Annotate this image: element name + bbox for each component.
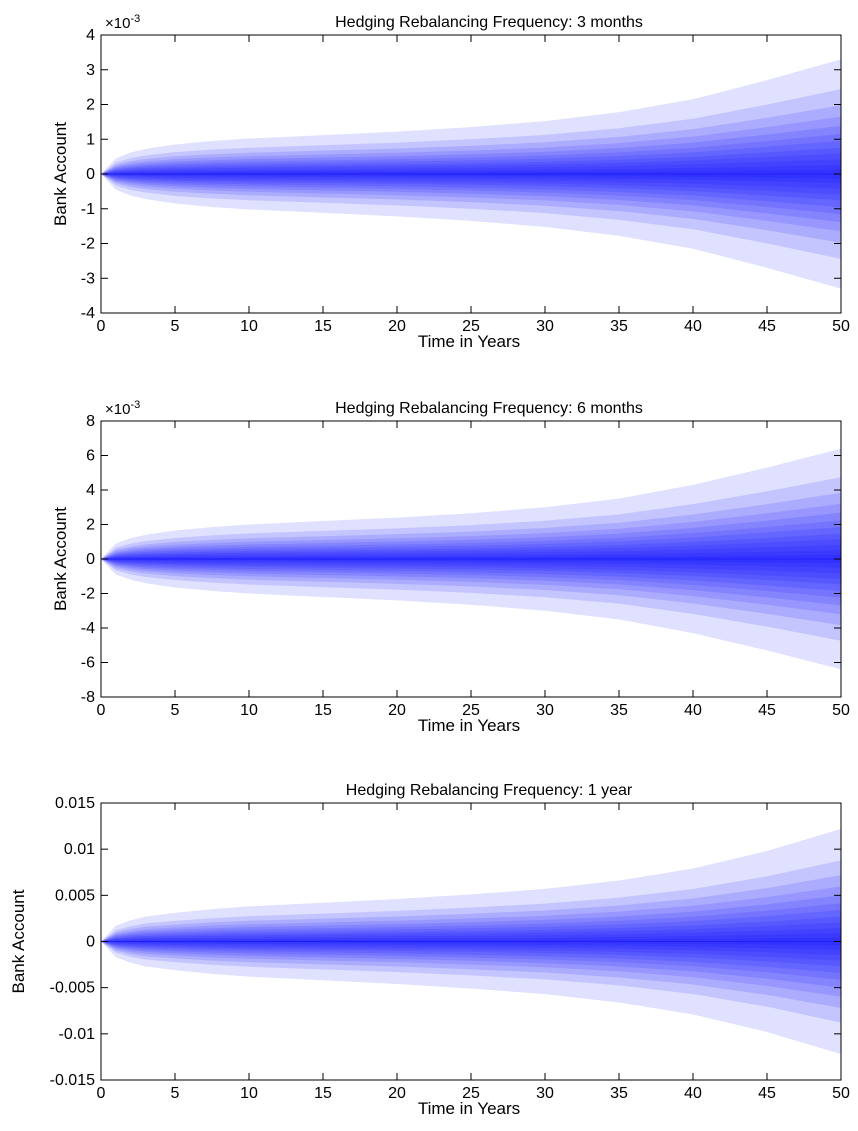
chart-title: Hedging Rebalancing Frequency: 1 year [346, 782, 633, 799]
y-axis-label: Bank Account [51, 122, 70, 226]
y-tick-label: -4 [81, 305, 95, 322]
x-tick-label: 5 [171, 318, 180, 335]
x-tick-label: 40 [684, 702, 702, 719]
y-axis-label: Bank Account [9, 889, 28, 993]
x-tick-label: 15 [314, 318, 332, 335]
percentile-bands [101, 59, 841, 288]
x-tick-label: 15 [314, 702, 332, 719]
y-tick-label: -2 [81, 586, 95, 603]
chart-panel-6-months: 0 5 10 15 20 25 30 35 40 45 50 -8 -6 -4 -2 0 2 4 6 8 Hedgin… [51, 399, 850, 735]
x-tick-label: 10 [240, 318, 258, 335]
x-tick-label: 5 [171, 1085, 180, 1102]
x-tick-label: 50 [832, 1085, 850, 1102]
x-tick-label: 10 [240, 1085, 258, 1102]
x-tick-label: 20 [388, 702, 406, 719]
x-axis-label: Time in Years [418, 716, 520, 735]
chart-title: Hedging Rebalancing Frequency: 6 months [335, 400, 643, 417]
y-tick-label: 2 [86, 97, 95, 114]
x-axis-label: Time in Years [418, 1099, 520, 1118]
y-tick-label: -0.005 [50, 980, 95, 997]
percentile-bands [101, 829, 841, 1054]
x-tick-label: 35 [610, 1085, 628, 1102]
chart-panel-1-year: 0 5 10 15 20 25 30 35 40 45 50 -0.015 -0.01 -0.005 0 0.… [9, 782, 850, 1118]
y-axis-exponent: ×10-3 [105, 13, 140, 32]
y-tick-label: 0.015 [55, 795, 95, 812]
y-tick-label: -0.01 [59, 1026, 96, 1043]
y-tick-label: 0 [86, 934, 95, 951]
y-tick-label: -4 [81, 620, 95, 637]
y-axis-exponent: ×10-3 [105, 399, 140, 418]
x-tick-label: 5 [171, 702, 180, 719]
x-tick-label: 50 [832, 702, 850, 719]
x-tick-label: 50 [832, 318, 850, 335]
x-tick-label: 45 [758, 1085, 776, 1102]
y-tick-label: -0.015 [50, 1072, 95, 1089]
x-tick-label: 0 [97, 702, 106, 719]
exponent-power: -3 [130, 399, 140, 411]
y-tick-label: -1 [81, 201, 95, 218]
y-tick-label: 0 [86, 551, 95, 568]
y-axis-label: Bank Account [51, 507, 70, 611]
x-tick-label: 45 [758, 318, 776, 335]
x-tick-label: 0 [97, 318, 106, 335]
x-tick-label: 30 [536, 1085, 554, 1102]
y-tick-label: 4 [86, 482, 95, 499]
y-tick-label: -2 [81, 236, 95, 253]
x-tick-label: 30 [536, 702, 554, 719]
y-tick-label: 6 [86, 448, 95, 465]
x-tick-label: 20 [388, 1085, 406, 1102]
x-tick-label: 35 [610, 702, 628, 719]
y-tick-label: 1 [86, 131, 95, 148]
x-tick-label: 10 [240, 702, 258, 719]
y-tick-label: -8 [81, 689, 95, 706]
y-tick-label: 0 [86, 166, 95, 183]
x-tick-label: 40 [684, 318, 702, 335]
percentile-bands [101, 449, 841, 670]
exponent-base: ×10 [105, 15, 130, 32]
y-tick-label: 4 [86, 27, 95, 44]
exponent-power: -3 [130, 13, 140, 25]
x-axis-label: Time in Years [418, 332, 520, 351]
y-tick-label: 0.005 [55, 887, 95, 904]
x-tick-label: 35 [610, 318, 628, 335]
y-tick-label: 2 [86, 517, 95, 534]
x-tick-label: 15 [314, 1085, 332, 1102]
exponent-base: ×10 [105, 401, 130, 418]
x-tick-label: 0 [97, 1085, 106, 1102]
x-tick-label: 40 [684, 1085, 702, 1102]
y-tick-label: -3 [81, 270, 95, 287]
y-tick-label: 3 [86, 62, 95, 79]
x-tick-label: 20 [388, 318, 406, 335]
x-tick-label: 30 [536, 318, 554, 335]
chart-title: Hedging Rebalancing Frequency: 3 months [335, 14, 643, 31]
y-tick-label: -6 [81, 655, 95, 672]
y-tick-label: 8 [86, 413, 95, 430]
x-tick-label: 45 [758, 702, 776, 719]
y-tick-label: 0.01 [64, 841, 95, 858]
chart-panel-3-months: 0 5 10 15 20 25 30 35 40 45 50-4-3-2-101234 Hedgin… [51, 13, 850, 351]
